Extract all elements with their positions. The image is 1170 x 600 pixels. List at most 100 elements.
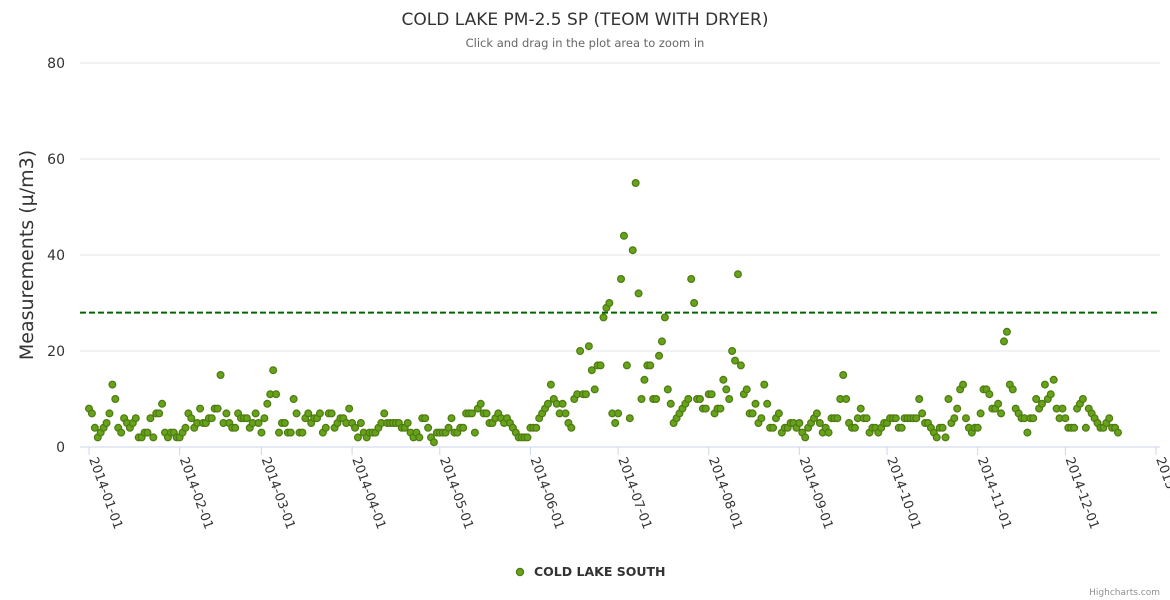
data-point[interactable] xyxy=(1058,404,1067,413)
data-point[interactable] xyxy=(769,423,778,432)
data-point[interactable] xyxy=(444,423,453,432)
data-point[interactable] xyxy=(625,414,634,423)
data-point[interactable] xyxy=(263,399,272,408)
data-point[interactable] xyxy=(117,428,126,437)
data-point[interactable] xyxy=(774,409,783,418)
data-point[interactable] xyxy=(251,409,260,418)
data-point[interactable] xyxy=(856,404,865,413)
data-point[interactable] xyxy=(634,289,643,298)
data-point[interactable] xyxy=(298,428,307,437)
data-point[interactable] xyxy=(850,423,859,432)
data-point[interactable] xyxy=(429,438,438,447)
data-point[interactable] xyxy=(149,433,158,442)
data-point[interactable] xyxy=(181,423,190,432)
data-point[interactable] xyxy=(292,409,301,418)
data-point[interactable] xyxy=(833,414,842,423)
data-point[interactable] xyxy=(304,409,313,418)
data-point[interactable] xyxy=(751,399,760,408)
data-point[interactable] xyxy=(187,414,196,423)
data-point[interactable] xyxy=(733,270,742,279)
data-point[interactable] xyxy=(999,337,1008,346)
data-point[interactable] xyxy=(918,409,927,418)
data-point[interactable] xyxy=(356,419,365,428)
data-point[interactable] xyxy=(660,313,669,322)
data-point[interactable] xyxy=(584,342,593,351)
data-point[interactable] xyxy=(646,361,655,370)
data-point[interactable] xyxy=(143,428,152,437)
data-point[interactable] xyxy=(614,409,623,418)
data-point[interactable] xyxy=(403,419,412,428)
data-point[interactable] xyxy=(657,337,666,346)
data-point[interactable] xyxy=(932,433,941,442)
data-point[interactable] xyxy=(581,390,590,399)
data-point[interactable] xyxy=(467,409,476,418)
data-point[interactable] xyxy=(959,380,968,389)
data-point[interactable] xyxy=(994,399,1003,408)
data-point[interactable] xyxy=(590,385,599,394)
data-point[interactable] xyxy=(839,371,848,380)
data-point[interactable] xyxy=(315,409,324,418)
data-point[interactable] xyxy=(950,414,959,423)
data-point[interactable] xyxy=(257,428,266,437)
data-point[interactable] xyxy=(345,404,354,413)
data-point[interactable] xyxy=(655,351,664,360)
data-point[interactable] xyxy=(1046,390,1055,399)
data-point[interactable] xyxy=(275,428,284,437)
data-point[interactable] xyxy=(111,395,120,404)
data-point[interactable] xyxy=(459,423,468,432)
data-point[interactable] xyxy=(447,414,456,423)
data-point[interactable] xyxy=(353,433,362,442)
data-point[interactable] xyxy=(795,419,804,428)
data-point[interactable] xyxy=(763,399,772,408)
data-point[interactable] xyxy=(1070,423,1079,432)
data-point[interactable] xyxy=(725,395,734,404)
data-point[interactable] xyxy=(1049,375,1058,384)
data-point[interactable] xyxy=(716,404,725,413)
data-point[interactable] xyxy=(216,371,225,380)
data-point[interactable] xyxy=(897,423,906,432)
data-point[interactable] xyxy=(1061,414,1070,423)
data-point[interactable] xyxy=(87,409,96,418)
data-point[interactable] xyxy=(254,419,263,428)
data-point[interactable] xyxy=(1105,414,1114,423)
data-point[interactable] xyxy=(105,409,114,418)
data-point[interactable] xyxy=(289,395,298,404)
data-point[interactable] xyxy=(158,399,167,408)
data-point[interactable] xyxy=(242,414,251,423)
data-point[interactable] xyxy=(196,404,205,413)
data-point[interactable] xyxy=(663,385,672,394)
data-point[interactable] xyxy=(476,399,485,408)
plot-area[interactable] xyxy=(84,179,1122,447)
data-point[interactable] xyxy=(1008,385,1017,394)
data-point[interactable] xyxy=(941,433,950,442)
data-point[interactable] xyxy=(587,366,596,375)
data-point[interactable] xyxy=(719,375,728,384)
data-point[interactable] xyxy=(231,423,240,432)
data-point[interactable] xyxy=(731,356,740,365)
data-point[interactable] xyxy=(961,414,970,423)
data-point[interactable] xyxy=(213,404,222,413)
data-point[interactable] xyxy=(611,419,620,428)
data-point[interactable] xyxy=(146,414,155,423)
data-point[interactable] xyxy=(596,361,605,370)
data-point[interactable] xyxy=(912,414,921,423)
data-point[interactable] xyxy=(482,409,491,418)
data-point[interactable] xyxy=(690,299,699,308)
data-point[interactable] xyxy=(824,428,833,437)
data-point[interactable] xyxy=(543,399,552,408)
data-point[interactable] xyxy=(915,395,924,404)
data-point[interactable] xyxy=(327,409,336,418)
legend-item-cold-lake-south[interactable]: COLD LAKE SOUTH xyxy=(534,564,665,579)
data-point[interactable] xyxy=(1078,395,1087,404)
data-point[interactable] xyxy=(637,395,646,404)
data-point[interactable] xyxy=(736,361,745,370)
data-point[interactable] xyxy=(666,399,675,408)
data-point[interactable] xyxy=(260,414,269,423)
data-point[interactable] xyxy=(944,395,953,404)
data-point[interactable] xyxy=(684,395,693,404)
data-point[interactable] xyxy=(748,409,757,418)
data-point[interactable] xyxy=(321,423,330,432)
data-point[interactable] xyxy=(561,409,570,418)
data-point[interactable] xyxy=(1040,380,1049,389)
credits-link[interactable]: Highcharts.com xyxy=(1089,588,1160,598)
